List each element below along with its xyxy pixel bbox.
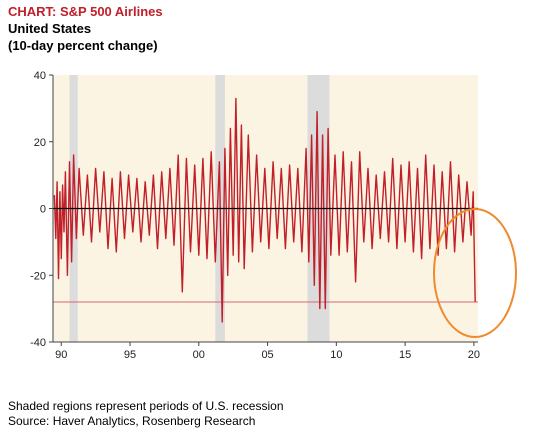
- x-tick-label: 15: [399, 349, 411, 361]
- x-tick-label: 90: [55, 349, 67, 361]
- x-tick-label: 00: [193, 349, 205, 361]
- chart-subtitle-country: United States: [8, 21, 92, 36]
- y-tick-label: -40: [30, 337, 46, 349]
- chart-title: CHART: S&P 500 Airlines: [8, 4, 163, 19]
- chart-subtitle-unit: (10-day percent change): [8, 38, 158, 53]
- y-tick-label: 0: [40, 204, 46, 216]
- airlines-series-line: [53, 97, 476, 323]
- highlight-circle: [433, 208, 517, 338]
- recession-footnote: Shaded regions represent periods of U.S.…: [8, 399, 284, 413]
- source-footnote: Source: Haver Analytics, Rosenberg Resea…: [8, 414, 256, 428]
- y-tick-label: 40: [34, 70, 46, 82]
- x-tick-label: 20: [468, 349, 480, 361]
- x-tick-label: 95: [124, 349, 136, 361]
- y-tick-label: -20: [30, 270, 46, 282]
- x-tick-label: 05: [261, 349, 273, 361]
- y-tick-label: 20: [34, 137, 46, 149]
- x-tick-label: 10: [330, 349, 342, 361]
